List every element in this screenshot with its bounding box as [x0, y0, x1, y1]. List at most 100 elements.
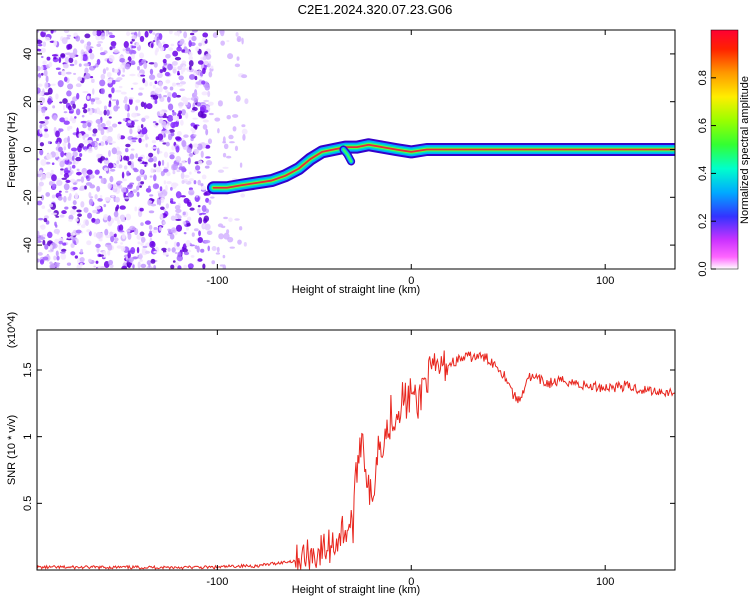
noise-speck: [162, 67, 167, 73]
noise-speck: [122, 118, 127, 122]
noise-speck: [54, 221, 57, 227]
noise-speck: [170, 201, 176, 205]
noise-speck: [135, 42, 140, 48]
noise-speck: [194, 245, 198, 249]
noise-speck: [55, 215, 60, 218]
noise-speck: [178, 42, 184, 45]
spectrogram-x-tick-label: 0: [408, 275, 414, 287]
noise-speck: [139, 185, 142, 188]
noise-speck: [172, 111, 177, 117]
noise-speck: [64, 170, 71, 173]
noise-speck: [108, 149, 111, 157]
noise-speck: [207, 101, 214, 106]
noise-speck: [208, 112, 214, 116]
noise-speck: [154, 99, 158, 105]
noise-speck: [160, 213, 164, 219]
noise-speck: [229, 141, 235, 144]
noise-speck: [196, 171, 201, 174]
noise-speck: [177, 102, 184, 107]
noise-speck: [37, 48, 42, 52]
noise-speck: [191, 35, 197, 42]
noise-speck: [239, 226, 243, 231]
noise-speck: [115, 99, 119, 106]
noise-speck: [63, 173, 70, 179]
noise-speck: [42, 239, 46, 246]
noise-speck: [65, 52, 72, 55]
noise-speck: [61, 70, 66, 77]
snr-multiplier-label: (x10^4): [6, 312, 18, 348]
noise-speck: [68, 193, 72, 199]
noise-speck: [183, 251, 190, 256]
noise-speck: [85, 72, 91, 80]
noise-speck: [179, 88, 186, 92]
noise-speck: [188, 40, 192, 48]
noise-speck: [59, 160, 65, 168]
noise-speck: [58, 56, 62, 63]
noise-speck: [61, 210, 67, 215]
noise-speck: [42, 256, 49, 261]
noise-speck: [170, 121, 176, 128]
noise-speck: [205, 197, 210, 203]
noise-speck: [53, 30, 57, 33]
noise-speck: [229, 246, 235, 249]
noise-speck: [136, 246, 140, 254]
noise-speck: [170, 215, 176, 221]
noise-speck: [69, 52, 76, 59]
noise-speck: [140, 181, 145, 185]
noise-speck: [128, 96, 134, 100]
noise-speck: [171, 227, 177, 234]
noise-speck: [42, 60, 47, 65]
noise-speck: [140, 222, 144, 226]
noise-speck: [76, 178, 82, 182]
snr-x-tick-label: 0: [408, 576, 414, 588]
noise-speck: [222, 254, 226, 259]
noise-speck: [83, 207, 89, 213]
noise-speck: [104, 197, 110, 202]
noise-speck: [119, 214, 126, 221]
noise-speck: [53, 56, 57, 60]
noise-speck: [130, 41, 133, 45]
noise-speck: [42, 112, 45, 117]
noise-speck: [180, 109, 187, 116]
noise-speck: [67, 135, 70, 143]
noise-speck: [116, 160, 120, 165]
noise-speck: [183, 31, 188, 39]
noise-speck: [61, 177, 68, 180]
noise-speck: [157, 133, 164, 141]
chart-title: C2E1.2024.320.07.23.G06: [297, 2, 453, 17]
noise-speck: [64, 117, 69, 121]
noise-speck: [169, 154, 175, 160]
noise-speck: [119, 58, 126, 63]
noise-speck: [60, 251, 66, 254]
noise-speck: [199, 102, 206, 105]
noise-speck: [164, 71, 170, 77]
noise-speck: [129, 73, 136, 77]
noise-speck: [116, 180, 123, 184]
noise-speck: [70, 232, 76, 236]
noise-speck: [74, 59, 78, 65]
noise-speck: [141, 247, 146, 253]
noise-speck: [242, 134, 246, 141]
noise-speck: [164, 90, 169, 93]
noise-speck: [193, 134, 197, 137]
noise-speck: [140, 74, 146, 77]
noise-speck: [39, 142, 45, 147]
noise-speck: [212, 32, 218, 39]
noise-speck: [151, 139, 157, 144]
noise-speck: [80, 39, 85, 44]
noise-speck: [64, 158, 69, 161]
noise-speck: [74, 255, 79, 259]
noise-speck: [160, 170, 165, 177]
noise-speck: [55, 93, 59, 100]
noise-speck: [45, 161, 51, 165]
noise-speck: [138, 62, 143, 66]
noise-speck: [195, 165, 201, 171]
noise-speck: [138, 92, 143, 96]
noise-speck: [111, 147, 118, 155]
noise-speck: [111, 87, 115, 94]
noise-speck: [164, 116, 169, 119]
noise-speck: [37, 104, 43, 112]
noise-speck: [148, 62, 155, 65]
noise-speck: [163, 133, 166, 138]
noise-speck: [99, 156, 106, 161]
